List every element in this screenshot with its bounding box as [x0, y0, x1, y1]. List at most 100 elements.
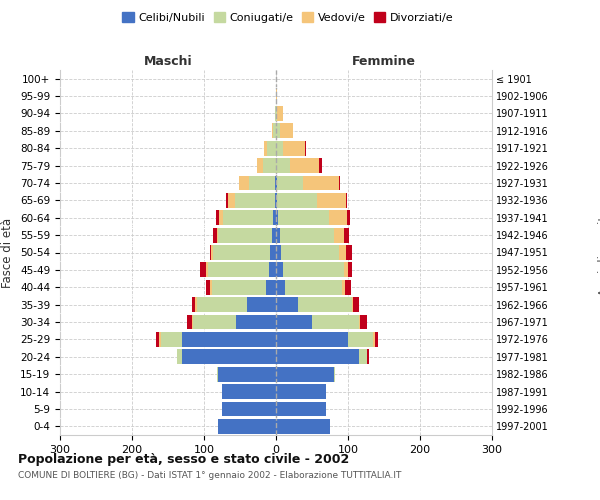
Bar — [222, 402, 276, 416]
Bar — [344, 228, 349, 242]
Bar — [334, 367, 335, 382]
Bar — [217, 228, 218, 242]
Bar — [276, 193, 277, 208]
Bar — [275, 193, 276, 208]
Bar — [206, 280, 211, 294]
Bar — [210, 245, 211, 260]
Bar — [329, 210, 347, 225]
Bar — [276, 124, 280, 138]
Bar — [273, 124, 276, 138]
Bar — [217, 367, 218, 382]
Bar — [192, 314, 193, 330]
Bar — [211, 280, 212, 294]
Bar — [338, 245, 346, 260]
Bar — [346, 245, 352, 260]
Bar — [272, 228, 276, 242]
Bar — [268, 141, 276, 156]
Bar — [360, 314, 367, 330]
Bar — [276, 367, 334, 382]
Bar — [276, 158, 290, 173]
Bar — [211, 245, 212, 260]
Bar — [353, 298, 359, 312]
Bar — [218, 367, 276, 382]
Bar — [317, 193, 346, 208]
Bar — [276, 350, 359, 364]
Bar — [222, 384, 276, 399]
Bar — [264, 141, 268, 156]
Text: COMUNE DI BOLTIERE (BG) - Dati ISTAT 1° gennaio 2002 - Elaborazione TUTTITALIA.I: COMUNE DI BOLTIERE (BG) - Dati ISTAT 1° … — [18, 471, 401, 480]
Bar — [359, 350, 367, 364]
Bar — [212, 228, 217, 242]
Bar — [236, 314, 276, 330]
Bar — [235, 193, 275, 208]
Bar — [197, 298, 247, 312]
Bar — [348, 332, 373, 347]
Bar — [206, 262, 208, 278]
Bar — [284, 280, 342, 294]
Bar — [312, 314, 359, 330]
Bar — [275, 176, 276, 190]
Bar — [276, 106, 277, 121]
Bar — [193, 314, 236, 330]
Y-axis label: Fasce di età: Fasce di età — [1, 218, 14, 288]
Bar — [216, 210, 219, 225]
Bar — [200, 262, 206, 278]
Bar — [283, 262, 344, 278]
Bar — [276, 210, 278, 225]
Bar — [219, 210, 223, 225]
Bar — [346, 193, 347, 208]
Bar — [276, 298, 298, 312]
Bar — [212, 245, 270, 260]
Bar — [276, 332, 348, 347]
Bar — [373, 332, 374, 347]
Bar — [344, 262, 348, 278]
Bar — [187, 314, 192, 330]
Text: Maschi: Maschi — [143, 56, 193, 68]
Bar — [290, 158, 319, 173]
Bar — [277, 176, 302, 190]
Bar — [275, 106, 276, 121]
Bar — [276, 245, 281, 260]
Bar — [374, 332, 377, 347]
Bar — [247, 298, 276, 312]
Bar — [276, 419, 330, 434]
Bar — [157, 332, 160, 347]
Bar — [338, 176, 340, 190]
Bar — [276, 262, 283, 278]
Bar — [269, 262, 276, 278]
Bar — [281, 245, 338, 260]
Bar — [367, 350, 369, 364]
Bar — [182, 332, 276, 347]
Bar — [176, 350, 182, 364]
Bar — [182, 350, 276, 364]
Bar — [276, 280, 284, 294]
Bar — [250, 176, 275, 190]
Bar — [278, 210, 329, 225]
Bar — [305, 141, 306, 156]
Bar — [257, 158, 263, 173]
Y-axis label: Anni di nascita: Anni di nascita — [598, 209, 600, 296]
Bar — [239, 176, 250, 190]
Bar — [276, 88, 277, 104]
Bar — [352, 298, 353, 312]
Text: Popolazione per età, sesso e stato civile - 2002: Popolazione per età, sesso e stato civil… — [18, 452, 349, 466]
Bar — [277, 193, 317, 208]
Bar — [283, 141, 305, 156]
Bar — [263, 158, 276, 173]
Bar — [218, 419, 276, 434]
Text: Femmine: Femmine — [352, 56, 416, 68]
Bar — [276, 314, 312, 330]
Bar — [276, 228, 280, 242]
Bar — [280, 124, 293, 138]
Bar — [161, 332, 182, 347]
Bar — [276, 176, 277, 190]
Bar — [226, 193, 228, 208]
Bar — [273, 210, 276, 225]
Bar — [160, 332, 161, 347]
Bar — [280, 228, 334, 242]
Bar — [319, 158, 322, 173]
Bar — [276, 384, 326, 399]
Bar — [277, 106, 283, 121]
Bar — [266, 280, 276, 294]
Bar — [196, 298, 197, 312]
